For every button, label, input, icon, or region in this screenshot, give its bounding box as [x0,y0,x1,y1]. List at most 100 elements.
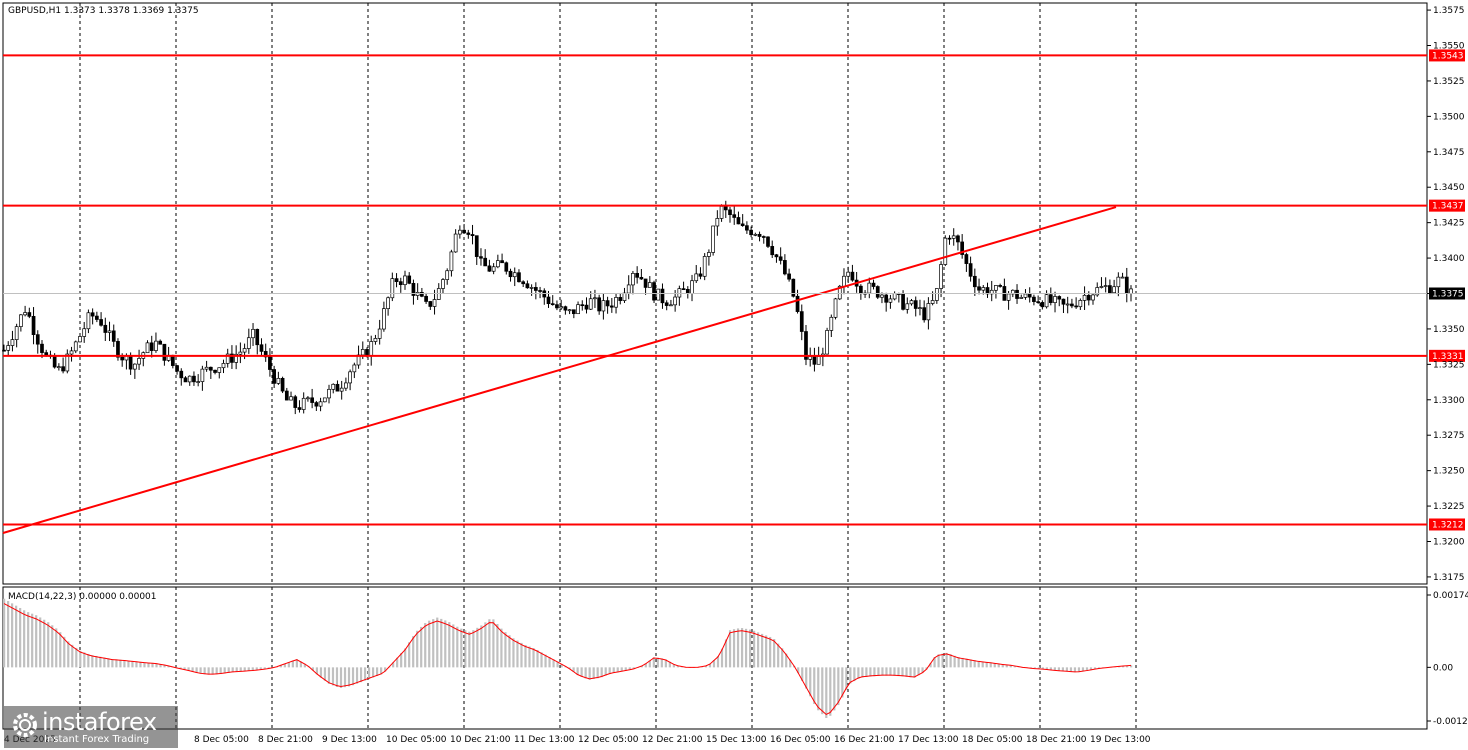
macd-bar [355,667,359,684]
candle-body [698,273,703,277]
macd-bar [724,639,728,668]
candle-body [255,328,260,346]
macd-bar [893,667,896,676]
macd-bar [19,607,22,668]
candle-body [1027,293,1032,298]
candle-body [669,304,673,307]
candle-body [382,308,386,330]
macd-bar [227,667,230,673]
candle-body [626,284,631,294]
time-axis-label: 9 Dec 13:00 [322,735,377,745]
macd-bar [15,605,18,668]
candle-body [103,324,108,333]
macd-bar [404,648,407,668]
candle-body [31,316,36,335]
macd-bar [139,661,142,668]
candle-body [728,209,732,216]
candle-body [196,381,201,383]
candle-body [766,236,770,247]
macd-bar [1041,667,1044,670]
candle-body [373,338,378,342]
macd-bar [933,657,936,668]
candle-body [943,237,948,265]
macd-bar [837,667,840,706]
candle-body [1116,276,1121,288]
macd-bar [448,622,451,668]
candle-body [69,350,74,355]
macd-bar [311,667,315,671]
macd-bar [416,630,419,668]
macd-bar [961,657,964,668]
candle-body [10,339,15,346]
macd-bar [27,612,30,668]
macd-bar [584,667,587,679]
macd-bar [600,667,603,678]
candle-body [369,341,374,357]
macd-bar [825,667,828,719]
macd-bar [508,635,511,668]
macd-bar [1069,667,1073,672]
candle-body [837,285,842,300]
macd-bar [488,619,491,668]
candle-body [609,305,614,308]
candle-body [517,272,521,283]
candle-body [377,328,382,339]
trendline-segment [2,206,1117,534]
candle-body [65,353,70,372]
candle-body [1070,303,1074,307]
macd-bar [732,629,736,668]
macd-bar [596,667,599,679]
candle-body [647,282,652,288]
candle-body [360,349,365,356]
candle-body [601,300,606,312]
candle-body [352,364,357,373]
macd-bar [1085,667,1089,671]
candle-body [719,205,724,219]
candle-body [778,256,783,261]
candle-body [82,328,87,337]
price-tick-label: 1.3225 [1433,502,1465,512]
macd-bar [291,660,294,668]
candle-body [441,279,445,289]
candle-body [1023,293,1028,298]
macd-bar [652,657,655,668]
macd-bar [63,636,66,668]
candle-body [6,345,11,351]
candle-body [631,273,635,286]
candle-body [289,396,293,401]
macd-bar [51,625,54,668]
macd-bar [496,623,499,668]
macd-bar [215,667,218,675]
candle-body [225,353,230,364]
price-tick-label: 1.3500 [1433,112,1465,122]
macd-bar [604,667,607,676]
level-tag [1429,349,1465,362]
macd-bar [612,667,615,674]
candle-body [411,282,416,296]
macd-bar [889,667,892,676]
time-axis-label: 16 Dec 05:00 [770,735,831,745]
candle-body [483,257,488,267]
candle-body [588,298,593,310]
macd-bar [255,667,258,671]
macd-bar [199,667,202,674]
candle-body [614,297,618,308]
candle-body [559,306,564,309]
candle-body [1099,286,1104,288]
macd-bar [664,659,667,668]
candle-body [842,275,846,287]
horizontal-levels[interactable]: 1.3543 1.3437 1.3331 1.3212 [3,49,1465,531]
candle-body [1065,303,1070,306]
macd-bar [251,667,254,671]
candle-body [52,356,57,368]
macd-bar [576,667,579,676]
macd-bar [1125,665,1129,668]
candle-body [635,273,639,278]
macd-bar [179,667,182,669]
macd-bar [885,667,888,676]
macd-bar [777,643,780,668]
candle-body [707,252,711,257]
trendline[interactable] [2,206,1117,534]
time-axis-label: 12 Dec 21:00 [642,735,703,745]
